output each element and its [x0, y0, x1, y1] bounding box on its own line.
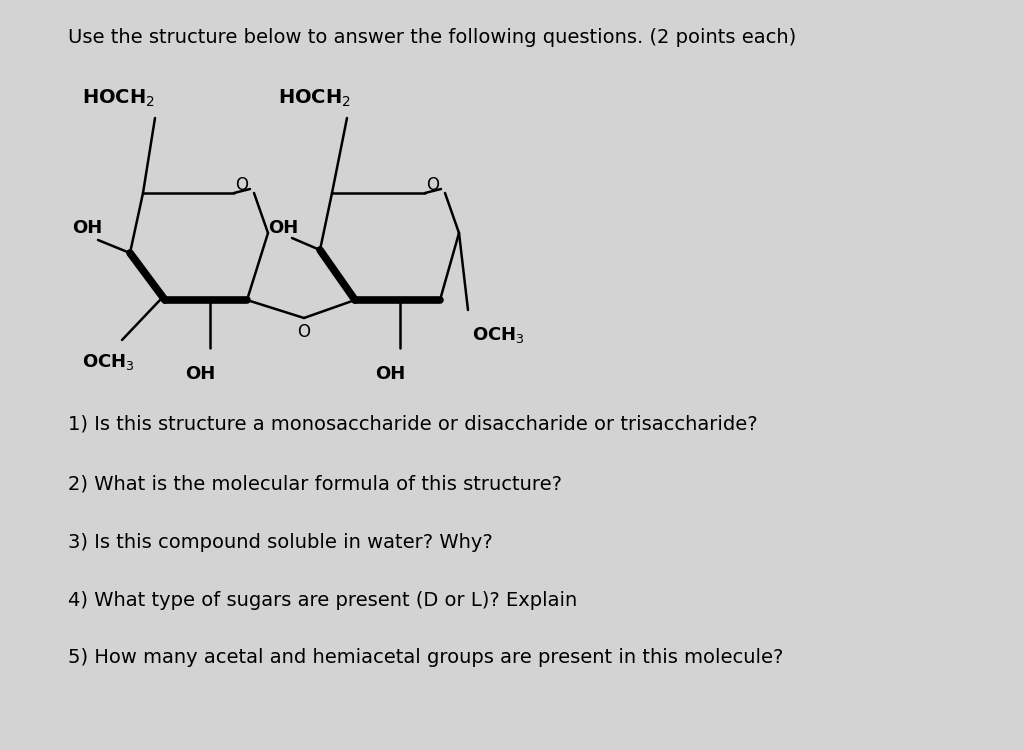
Text: O: O: [236, 176, 249, 194]
Text: 1) Is this structure a monosaccharide or disaccharide or trisaccharide?: 1) Is this structure a monosaccharide or…: [68, 415, 758, 434]
Text: HOCH$_2$: HOCH$_2$: [278, 88, 351, 109]
Text: O: O: [298, 323, 310, 341]
Text: HOCH$_2$: HOCH$_2$: [82, 88, 155, 109]
Text: OH: OH: [268, 219, 298, 237]
Text: OCH$_3$: OCH$_3$: [472, 325, 524, 345]
Text: 3) Is this compound soluble in water? Why?: 3) Is this compound soluble in water? Wh…: [68, 533, 493, 552]
Text: 2) What is the molecular formula of this structure?: 2) What is the molecular formula of this…: [68, 475, 562, 494]
Text: OH: OH: [375, 365, 406, 383]
Text: OH: OH: [72, 219, 102, 237]
Text: 4) What type of sugars are present (D or L)? Explain: 4) What type of sugars are present (D or…: [68, 591, 578, 610]
Text: Use the structure below to answer the following questions. (2 points each): Use the structure below to answer the fo…: [68, 28, 797, 47]
Text: O: O: [427, 176, 439, 194]
Text: OH: OH: [185, 365, 215, 383]
Text: OCH$_3$: OCH$_3$: [82, 352, 135, 372]
Text: 5) How many acetal and hemiacetal groups are present in this molecule?: 5) How many acetal and hemiacetal groups…: [68, 648, 783, 667]
